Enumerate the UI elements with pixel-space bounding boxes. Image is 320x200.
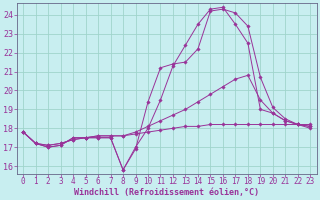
X-axis label: Windchill (Refroidissement éolien,°C): Windchill (Refroidissement éolien,°C) <box>74 188 259 197</box>
